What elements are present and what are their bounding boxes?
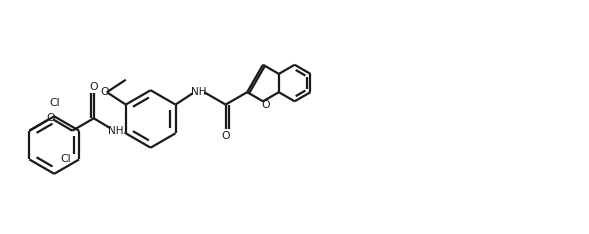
Text: O: O	[47, 113, 55, 123]
Text: O: O	[90, 82, 98, 92]
Text: O: O	[262, 100, 270, 110]
Text: NH: NH	[191, 87, 206, 97]
Text: Cl: Cl	[60, 154, 71, 165]
Text: Cl: Cl	[49, 98, 59, 108]
Text: O: O	[100, 87, 108, 97]
Text: O: O	[221, 131, 230, 141]
Text: NH: NH	[108, 126, 123, 136]
